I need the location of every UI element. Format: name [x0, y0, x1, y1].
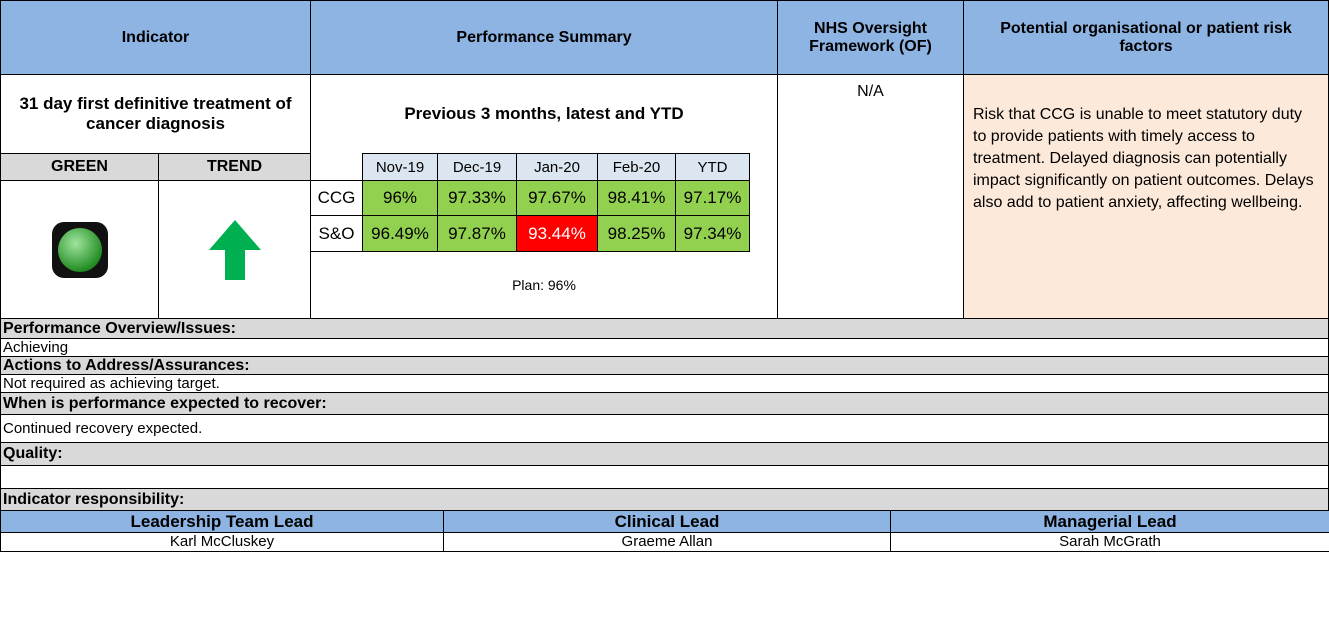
header-performance: Performance Summary — [310, 0, 778, 75]
role: Clinical Lead — [443, 510, 891, 533]
responsibility-heading: Indicator responsibility: — [0, 488, 1329, 511]
role: Leadership Team Lead — [0, 510, 444, 533]
header-indicator: Indicator — [0, 0, 311, 75]
header-oversight: NHS Oversight Framework (OF) — [777, 0, 964, 75]
role: Managerial Lead — [890, 510, 1329, 533]
lead-name: Karl McCluskey — [0, 532, 444, 552]
value-cell: 98.25% — [597, 215, 676, 252]
value-cell: 97.87% — [437, 215, 517, 252]
section-heading: Quality: — [0, 442, 1329, 466]
plan: Plan: 96% — [512, 277, 576, 293]
indicator-title: 31 day first definitive treatment of can… — [0, 74, 311, 154]
section-text: Achieving — [0, 338, 1329, 357]
row-label: CCG — [310, 180, 363, 216]
value-cell: 97.34% — [675, 215, 750, 252]
value-cell: 93.44% — [516, 215, 598, 252]
trend-icon-cell — [158, 180, 311, 319]
value-cell: 98.41% — [597, 180, 676, 216]
trend: TREND — [158, 153, 311, 181]
month-header: YTD — [675, 153, 750, 181]
value-cell: 97.33% — [437, 180, 517, 216]
month-header: Feb-20 — [597, 153, 676, 181]
trend-arrow — [208, 219, 261, 280]
value-cell: 97.17% — [675, 180, 750, 216]
rating-icon-cell — [0, 180, 159, 319]
month-header: Jan-20 — [516, 153, 598, 181]
lead-name: Sarah McGrath — [890, 532, 1329, 552]
section-heading: When is performance expected to recover: — [0, 392, 1329, 415]
risk: Risk that CCG is unable to meet statutor… — [963, 74, 1329, 319]
month-header: Dec-19 — [437, 153, 517, 181]
green-light — [51, 221, 108, 278]
header-risk: Potential organisational or patient risk… — [963, 0, 1329, 75]
month-header: Nov-19 — [362, 153, 438, 181]
oversight: N/A — [777, 74, 964, 319]
section-text: Not required as achieving target. — [0, 374, 1329, 393]
rating: GREEN — [0, 153, 159, 181]
section-text: Continued recovery expected. — [0, 414, 1329, 443]
section-heading: Actions to Address/Assurances: — [0, 356, 1329, 375]
value-cell: 97.67% — [516, 180, 598, 216]
value-cell: 96.49% — [362, 215, 438, 252]
section-text — [0, 465, 1329, 489]
lead-name: Graeme Allan — [443, 532, 891, 552]
row-label: S&O — [310, 215, 363, 252]
section-heading: Performance Overview/Issues: — [0, 318, 1329, 339]
summary-subtitle: Previous 3 months, latest and YTD — [404, 104, 684, 123]
value-cell: 96% — [362, 180, 438, 216]
